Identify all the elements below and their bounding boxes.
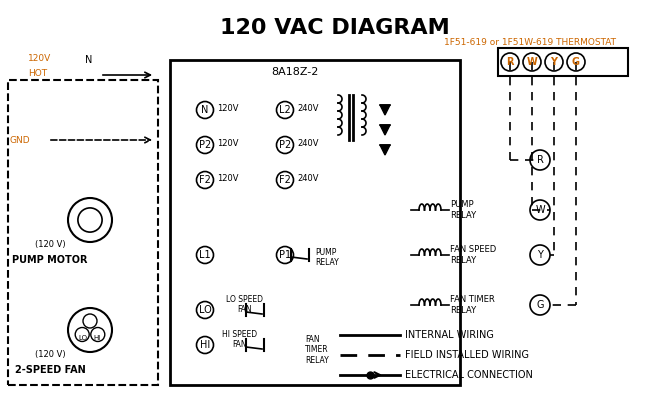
- Text: 240V: 240V: [297, 173, 318, 183]
- Circle shape: [530, 245, 550, 265]
- Text: 240V: 240V: [297, 103, 318, 112]
- Circle shape: [68, 308, 112, 352]
- Text: W: W: [535, 205, 545, 215]
- Text: P2: P2: [279, 140, 291, 150]
- Text: (120 V): (120 V): [35, 240, 65, 249]
- Circle shape: [277, 171, 293, 189]
- Text: N: N: [201, 105, 208, 115]
- Circle shape: [196, 336, 214, 354]
- Text: 1F51-619 or 1F51W-619 THERMOSTAT: 1F51-619 or 1F51W-619 THERMOSTAT: [444, 38, 616, 47]
- Text: Y: Y: [551, 57, 557, 67]
- Circle shape: [501, 53, 519, 71]
- Text: LO: LO: [78, 335, 88, 341]
- Text: 120V: 120V: [217, 173, 239, 183]
- Bar: [170, 60, 460, 385]
- Text: L2: L2: [279, 105, 291, 115]
- Circle shape: [277, 246, 293, 264]
- Text: LO: LO: [198, 305, 211, 315]
- Text: LO SPEED
FAN: LO SPEED FAN: [226, 295, 263, 314]
- Polygon shape: [380, 105, 390, 115]
- Text: HOT: HOT: [28, 68, 47, 78]
- Text: 240V: 240V: [297, 139, 318, 147]
- Circle shape: [530, 150, 550, 170]
- Text: L1: L1: [199, 250, 211, 260]
- Text: R: R: [507, 57, 514, 67]
- Text: PUMP MOTOR: PUMP MOTOR: [12, 255, 88, 265]
- Text: F2: F2: [279, 175, 291, 185]
- Text: FAN
TIMER
RELAY: FAN TIMER RELAY: [305, 335, 329, 365]
- Text: PUMP
RELAY: PUMP RELAY: [450, 200, 476, 220]
- Circle shape: [530, 295, 550, 315]
- Text: W: W: [527, 57, 537, 67]
- Text: 120V: 120V: [28, 54, 51, 62]
- Text: P2: P2: [199, 140, 211, 150]
- Circle shape: [196, 246, 214, 264]
- Text: 2-SPEED FAN: 2-SPEED FAN: [15, 365, 85, 375]
- Text: 8A18Z-2: 8A18Z-2: [271, 67, 319, 77]
- Polygon shape: [380, 125, 390, 135]
- Circle shape: [196, 101, 214, 119]
- Circle shape: [277, 137, 293, 153]
- Bar: [8, 80, 158, 385]
- Circle shape: [530, 200, 550, 220]
- Circle shape: [196, 137, 214, 153]
- Text: 120V: 120V: [217, 103, 239, 112]
- Text: F2: F2: [199, 175, 211, 185]
- Text: G: G: [536, 300, 544, 310]
- Text: Y: Y: [537, 250, 543, 260]
- Text: 120V: 120V: [217, 139, 239, 147]
- Circle shape: [277, 101, 293, 119]
- Circle shape: [83, 314, 97, 328]
- Text: N: N: [85, 55, 92, 65]
- Circle shape: [196, 302, 214, 318]
- Circle shape: [68, 198, 112, 242]
- Text: (120 V): (120 V): [35, 350, 65, 359]
- Text: HI SPEED
FAN: HI SPEED FAN: [222, 330, 257, 349]
- Text: FAN SPEED
RELAY: FAN SPEED RELAY: [450, 245, 496, 265]
- Text: GND: GND: [10, 135, 31, 145]
- Text: FAN TIMER
RELAY: FAN TIMER RELAY: [450, 295, 494, 315]
- Circle shape: [567, 53, 585, 71]
- Text: FIELD INSTALLED WIRING: FIELD INSTALLED WIRING: [405, 350, 529, 360]
- Text: P1: P1: [279, 250, 291, 260]
- Text: G: G: [572, 57, 580, 67]
- Circle shape: [78, 208, 102, 232]
- Circle shape: [75, 328, 89, 341]
- Circle shape: [196, 171, 214, 189]
- Circle shape: [91, 328, 105, 341]
- Bar: [498, 48, 628, 76]
- Text: HI: HI: [93, 335, 100, 341]
- Text: ELECTRICAL CONNECTION: ELECTRICAL CONNECTION: [405, 370, 533, 380]
- Text: R: R: [537, 155, 543, 165]
- Text: 120 VAC DIAGRAM: 120 VAC DIAGRAM: [220, 18, 450, 38]
- Text: PUMP
RELAY: PUMP RELAY: [315, 248, 339, 267]
- Polygon shape: [380, 145, 390, 155]
- Circle shape: [545, 53, 563, 71]
- Text: INTERNAL WIRING: INTERNAL WIRING: [405, 330, 494, 340]
- Circle shape: [523, 53, 541, 71]
- Text: HI: HI: [200, 340, 210, 350]
